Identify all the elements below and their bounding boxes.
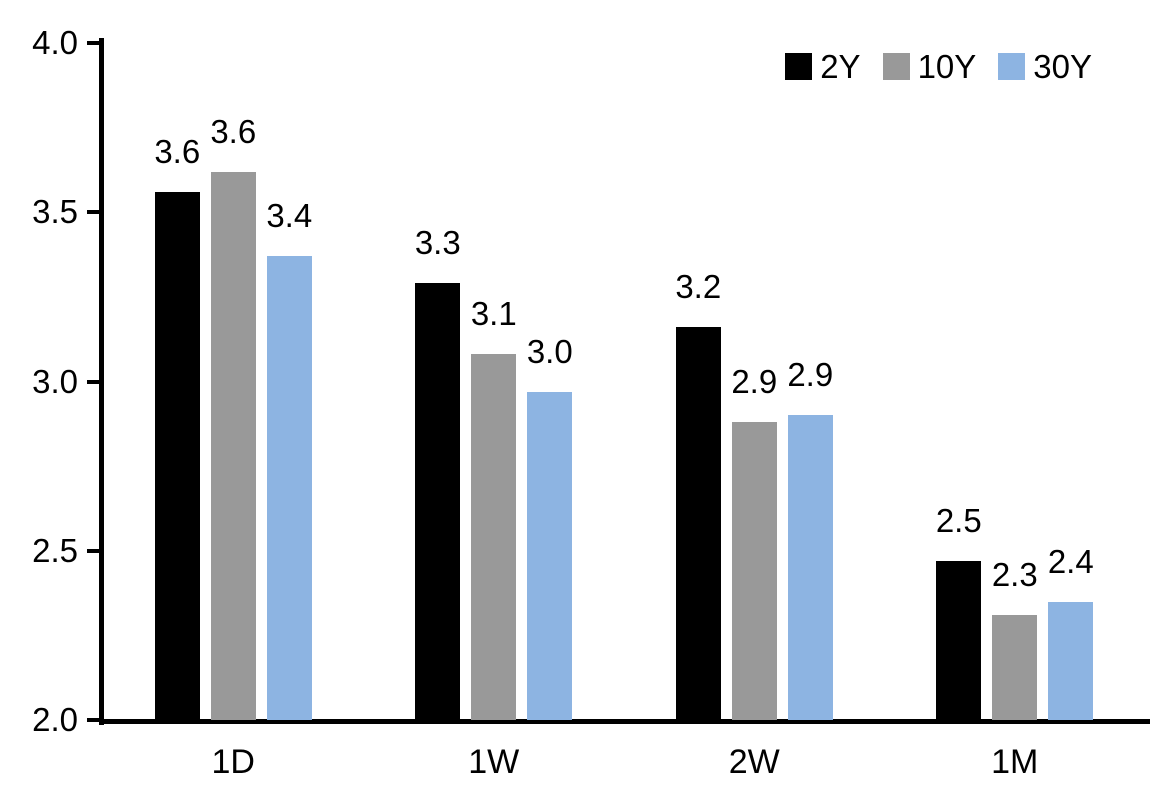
bar-value-label: 2.5: [935, 501, 982, 539]
y-axis-line: [99, 38, 104, 725]
bar-value-label: 3.2: [675, 268, 722, 306]
bar-value-label: 3.4: [266, 197, 313, 235]
x-category-label-1w: 1W: [468, 743, 520, 781]
y-tick-mark: [87, 41, 99, 45]
legend-item-2y: 2Y: [785, 48, 861, 85]
bar-value-label: 2.9: [731, 363, 778, 401]
legend-swatch-2y-icon: [785, 53, 813, 80]
bar-10y-2w: [731, 422, 777, 720]
legend-item-30y: 30Y: [998, 50, 1092, 83]
bar-10y-1m: [992, 615, 1038, 720]
bar-30y-1m: [1048, 601, 1094, 720]
bar-30y-1d: [266, 256, 312, 720]
y-tick-mark: [87, 548, 99, 553]
bar-value-label: 2.9: [787, 356, 834, 394]
bar-value-label: 3.6: [154, 132, 201, 170]
legend-label: 2Y: [820, 48, 861, 85]
legend-item-10y: 10Y: [882, 48, 977, 85]
y-tick-label: 2.5: [32, 531, 78, 569]
bar-10y-1d: [210, 171, 256, 720]
x-axis-line: [99, 719, 1150, 724]
legend: 2Y 10Y 30Y: [785, 50, 1092, 83]
bar-value-label: 3.1: [470, 295, 517, 333]
bar-2y-1d: [154, 191, 200, 720]
legend-label: 30Y: [1033, 48, 1092, 85]
bar-value-label: 2.3: [991, 556, 1038, 594]
y-tick-label: 3.5: [32, 193, 78, 231]
y-tick-mark: [87, 379, 99, 384]
bar-value-label: 3.3: [414, 224, 461, 262]
y-tick-label: 4.0: [32, 24, 78, 61]
bar-30y-2w: [787, 415, 833, 720]
legend-label: 10Y: [917, 48, 977, 85]
y-tick-mark: [87, 210, 99, 215]
y-tick-label: 2.0: [32, 701, 78, 738]
x-category-label-2w: 2W: [728, 743, 780, 781]
bar-value-label: 3.0: [526, 332, 573, 370]
x-category-label-1d: 1D: [211, 743, 255, 781]
bar-value-label: 2.4: [1047, 542, 1094, 580]
legend-swatch-10y-icon: [882, 53, 910, 80]
legend-swatch-30y-icon: [998, 53, 1026, 80]
bar-2y-2w: [675, 327, 721, 720]
bar-10y-1w: [471, 354, 517, 720]
bar-30y-1w: [527, 391, 573, 720]
y-tick-mark: [87, 718, 99, 722]
y-tick-label: 3.0: [32, 362, 78, 400]
bar-2y-1w: [415, 283, 461, 720]
bar-value-label: 3.6: [210, 112, 257, 150]
x-category-label-1m: 1M: [991, 743, 1039, 781]
bar-2y-1m: [936, 560, 982, 720]
